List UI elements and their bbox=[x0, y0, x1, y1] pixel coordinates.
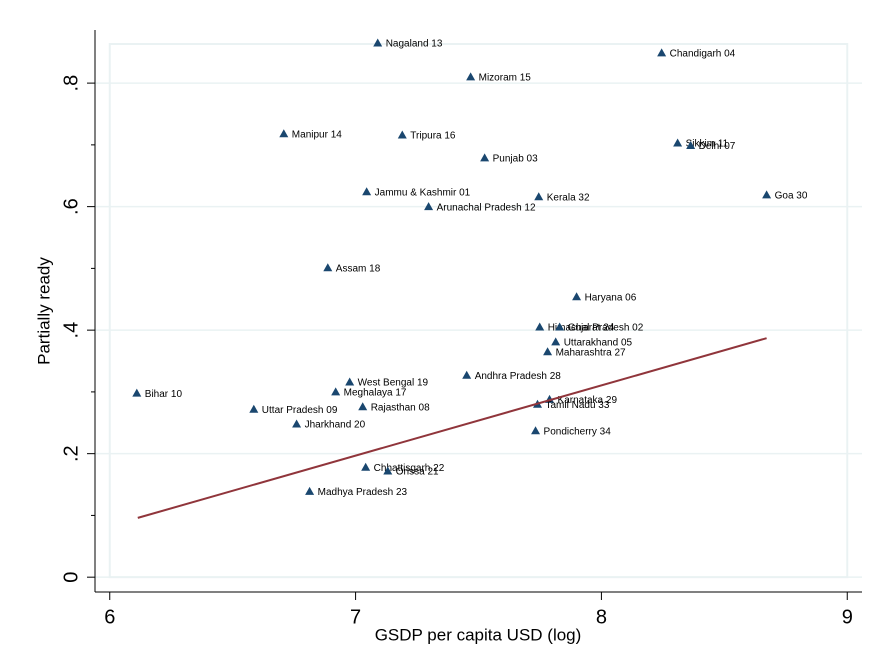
x-tick-label: 9 bbox=[842, 606, 853, 628]
scatter-point bbox=[397, 130, 407, 139]
point-label: Maharashtra 27 bbox=[556, 347, 626, 358]
point-label: Himachal Pradesh 02 bbox=[548, 323, 644, 334]
scatter-point bbox=[362, 187, 372, 196]
point-label: Gujarat 24 bbox=[568, 323, 615, 334]
scatter-point bbox=[361, 462, 371, 471]
scatter-point bbox=[686, 140, 696, 149]
point-label: Arunachal Pradesh 12 bbox=[437, 202, 536, 213]
point-label: Meghalaya 17 bbox=[344, 388, 407, 399]
point-label: Rajasthan 08 bbox=[371, 402, 430, 413]
y-tick-label: .8 bbox=[60, 75, 82, 92]
point-label: Nagaland 13 bbox=[386, 39, 443, 50]
scatter-point bbox=[345, 377, 355, 386]
point-label: Chandigarh 04 bbox=[670, 48, 736, 59]
point-label: West Bengal 19 bbox=[358, 378, 429, 389]
scatter-point bbox=[323, 263, 333, 272]
point-label: Chhattisgarh 22 bbox=[374, 463, 445, 474]
point-label: Karnataka 29 bbox=[558, 395, 618, 406]
point-label: Madhya Pradesh 23 bbox=[318, 487, 408, 498]
point-label: Manipur 14 bbox=[292, 129, 342, 140]
point-label: Punjab 03 bbox=[493, 153, 538, 164]
scatter-point bbox=[555, 322, 565, 331]
point-label: Tamil Nadu 33 bbox=[546, 400, 610, 411]
point-label: Mizoram 15 bbox=[479, 73, 532, 84]
scatter-point bbox=[572, 292, 582, 301]
point-label: Bihar 10 bbox=[145, 389, 183, 400]
scatter-point bbox=[305, 486, 315, 495]
y-tick-label: .2 bbox=[60, 445, 82, 462]
y-tick-label: 0 bbox=[60, 572, 82, 583]
x-axis-title: GSDP per capita USD (log) bbox=[375, 625, 582, 644]
point-label: Sikkim 11 bbox=[686, 139, 729, 150]
x-tick-label: 8 bbox=[596, 606, 607, 628]
scatter-point bbox=[543, 347, 553, 356]
point-label: Goa 30 bbox=[775, 191, 808, 202]
x-tick-label: 7 bbox=[350, 606, 361, 628]
point-label: Uttarakhand 05 bbox=[564, 338, 633, 349]
scatter-point bbox=[534, 192, 544, 201]
point-label: Assam 18 bbox=[336, 263, 381, 274]
scatter-point bbox=[535, 322, 545, 331]
point-label: Jharkhand 20 bbox=[305, 420, 366, 431]
scatter-point bbox=[673, 138, 683, 147]
y-axis-title: Partially ready bbox=[34, 257, 53, 365]
x-tick-label: 6 bbox=[104, 606, 115, 628]
point-label: Jammu & Kashmir 01 bbox=[375, 187, 471, 198]
scatter-point bbox=[292, 419, 302, 428]
plot-frame bbox=[108, 43, 849, 579]
point-label: Kerala 32 bbox=[547, 192, 590, 203]
scatter-point bbox=[373, 38, 383, 47]
point-label: Pondicherry 34 bbox=[544, 426, 612, 437]
scatter-point bbox=[132, 388, 142, 397]
scatter-point bbox=[331, 387, 341, 396]
scatter-point bbox=[466, 72, 476, 81]
scatter-point bbox=[383, 466, 393, 475]
scatter-point bbox=[358, 402, 368, 411]
scatter-point bbox=[462, 370, 472, 379]
point-label: Andhra Pradesh 28 bbox=[475, 371, 562, 382]
point-label: Delhi 07 bbox=[699, 141, 736, 152]
y-tick-label: .6 bbox=[60, 198, 82, 215]
scatter-point bbox=[531, 426, 541, 435]
scatter-point bbox=[551, 337, 561, 346]
point-label: Tripura 16 bbox=[410, 131, 456, 142]
y-tick-label: .4 bbox=[60, 322, 82, 339]
point-label: Haryana 06 bbox=[585, 292, 637, 303]
scatter-point bbox=[480, 153, 490, 162]
scatter-point bbox=[249, 404, 259, 413]
scatter-point bbox=[657, 48, 667, 57]
scatter-point bbox=[424, 202, 434, 211]
scatter-point bbox=[279, 129, 289, 138]
scatter-point bbox=[762, 190, 772, 199]
point-label: Uttar Pradesh 09 bbox=[262, 405, 338, 416]
point-label: Orissa 21 bbox=[396, 467, 439, 478]
fit-line bbox=[137, 337, 767, 519]
